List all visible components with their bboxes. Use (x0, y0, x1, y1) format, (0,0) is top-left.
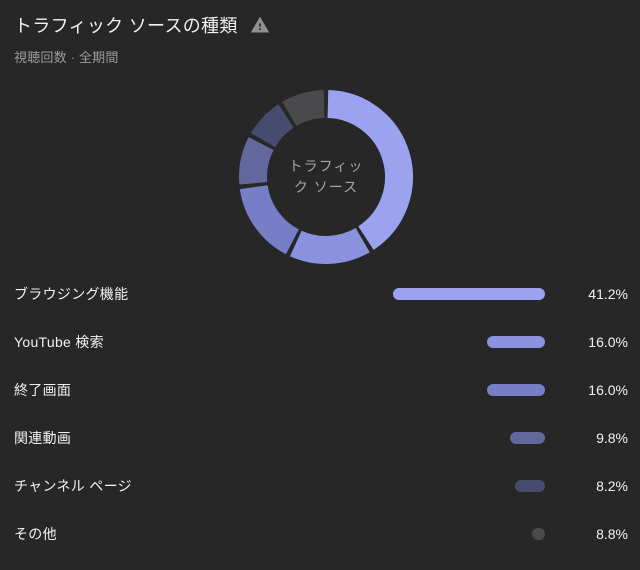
source-bar (393, 288, 545, 300)
source-percent: 8.2% (596, 478, 628, 494)
source-label: ブラウジング機能 (14, 286, 129, 302)
list-item[interactable]: チャンネル ページ 8.2% (0, 462, 640, 510)
page-title: トラフィック ソースの種類 (14, 16, 238, 36)
source-percent: 41.2% (588, 286, 628, 302)
list-item[interactable]: 関連動画 9.8% (0, 414, 640, 462)
source-bar (487, 336, 545, 348)
source-label: チャンネル ページ (14, 478, 132, 494)
source-bar (515, 480, 545, 492)
source-bar (532, 528, 545, 540)
list-item[interactable]: ブラウジング機能 41.2% (0, 270, 640, 318)
source-percent: 8.8% (596, 526, 628, 542)
list-item[interactable]: 終了画面 16.0% (0, 366, 640, 414)
source-percent: 16.0% (588, 334, 628, 350)
metric-period-subtitle: 視聴回数 · 全期間 (14, 50, 119, 65)
list-item[interactable]: その他 8.8% (0, 510, 640, 558)
source-label: その他 (14, 526, 57, 542)
traffic-source-donut-chart[interactable]: トラフィッ ク ソース (216, 82, 436, 272)
source-bar (510, 432, 545, 444)
list-item[interactable]: YouTube 検索 16.0% (0, 318, 640, 366)
source-percent: 16.0% (588, 382, 628, 398)
source-bar (487, 384, 545, 396)
source-label: 終了画面 (14, 382, 72, 398)
card-header: トラフィック ソースの種類 視聴回数 · 全期間 (14, 12, 626, 66)
source-label: 関連動画 (14, 430, 72, 446)
traffic-source-list: ブラウジング機能 41.2% YouTube 検索 16.0% 終了画面 16.… (0, 270, 640, 558)
source-label: YouTube 検索 (14, 334, 104, 350)
warning-triangle-icon[interactable] (250, 15, 270, 35)
source-percent: 9.8% (596, 430, 628, 446)
donut-segments[interactable] (216, 82, 436, 272)
